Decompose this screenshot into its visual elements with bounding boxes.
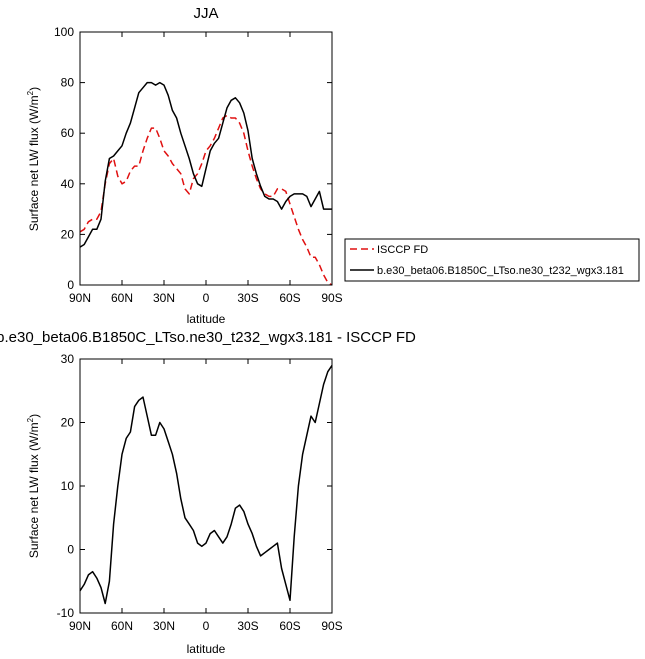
chart1-xtick-label: 60S bbox=[279, 619, 300, 633]
top-ylabel-main: Surface net LW flux (W/m bbox=[27, 95, 41, 231]
chart1-xtick-label: 60N bbox=[111, 619, 133, 633]
top-chart: JJA 90N 60N 30N 0 30S 60S 90S 0 20 40 60 80 100 lati… bbox=[26, 5, 343, 326]
chart1-ytick-label: 30 bbox=[61, 352, 75, 366]
legend-label-model: b.e30_beta06.B1850C_LTso.ne30_t232_wgx3.… bbox=[377, 265, 624, 277]
chart0-ytick-label: 20 bbox=[61, 227, 75, 241]
chart1-xtick-label: 90S bbox=[321, 619, 342, 633]
chart0-ytick-label: 0 bbox=[67, 278, 74, 292]
bottom-chart-ylabel: Surface net LW flux (W/m2) bbox=[26, 414, 41, 558]
chart0-plot-frame bbox=[79, 31, 333, 286]
bottom-ylabel-close: ) bbox=[27, 414, 41, 418]
chart0-series-1-line bbox=[79, 81, 332, 248]
chart0-xtick-label: 30N bbox=[153, 291, 175, 305]
chart0-series-0-line bbox=[79, 114, 333, 286]
chart0-xtick-label: 0 bbox=[203, 291, 210, 305]
chart0-ytick-label: 40 bbox=[61, 177, 75, 191]
chart0-xtick-label: 30S bbox=[237, 291, 258, 305]
chart0-ytick-label: 80 bbox=[61, 76, 75, 90]
legend-box bbox=[344, 238, 640, 282]
chart1-ytick-label: 20 bbox=[61, 416, 75, 430]
top-chart-title: JJA bbox=[193, 5, 218, 22]
top-chart-xlabel: latitude bbox=[187, 312, 226, 326]
chart1-xtick-label: 30N bbox=[153, 619, 175, 633]
bottom-ylabel-main: Surface net LW flux (W/m bbox=[27, 422, 41, 558]
chart1-ytick-label: 10 bbox=[61, 479, 75, 493]
chart0-xtick-label: 60N bbox=[111, 291, 133, 305]
chart0-ytick-label: 60 bbox=[61, 126, 75, 140]
top-ylabel-sup: 2 bbox=[26, 90, 35, 95]
chart0-ytick-label: 100 bbox=[54, 25, 74, 39]
top-chart-ylabel: Surface net LW flux (W/m2) bbox=[26, 87, 41, 231]
bottom-chart: b.e30_beta06.B1850C_LTso.ne30_t232_wgx3.… bbox=[0, 329, 416, 656]
chart1-xtick-label: 0 bbox=[203, 619, 210, 633]
chart1-ytick-label: -10 bbox=[57, 606, 75, 620]
bottom-chart-title: b.e30_beta06.B1850C_LTso.ne30_t232_wgx3.… bbox=[0, 329, 416, 346]
chart1-xtick-label: 90N bbox=[69, 619, 91, 633]
legend-label-isccp: ISCCP FD bbox=[377, 244, 428, 256]
bottom-ylabel-sup: 2 bbox=[26, 417, 35, 422]
bottom-plot-area: 90N 60N 30N 0 30S 60S 90S -10 0 10 20 30 bbox=[57, 352, 343, 633]
bottom-chart-xlabel: latitude bbox=[187, 642, 226, 656]
top-plot-area: 90N 60N 30N 0 30S 60S 90S 0 20 40 60 80 100 bbox=[54, 25, 343, 305]
chart1-ytick-label: 0 bbox=[67, 543, 74, 557]
chart1-series-0-line bbox=[79, 364, 333, 605]
chart0-xtick-label: 90N bbox=[69, 291, 91, 305]
chart1-xtick-label: 30S bbox=[237, 619, 258, 633]
chart0-xtick-label: 60S bbox=[279, 291, 300, 305]
top-ylabel-close: ) bbox=[27, 87, 41, 91]
legend: ISCCP FD b.e30_beta06.B1850C_LTso.ne30_t… bbox=[344, 238, 640, 282]
chart0-xtick-label: 90S bbox=[321, 291, 342, 305]
